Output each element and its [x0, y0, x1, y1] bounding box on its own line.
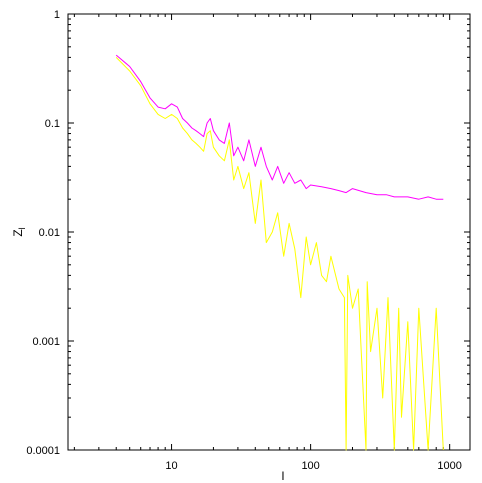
- y-tick-label: 0.01: [39, 227, 60, 239]
- x-tick-label: 1000: [437, 460, 461, 472]
- svg-text:Zl: Zl: [11, 227, 27, 236]
- x-axis-ticks: 10 100 1000: [73, 14, 462, 472]
- y-tick-label: 1: [54, 9, 60, 21]
- x-tick-label: 100: [301, 460, 319, 472]
- y-tick-label: 0.0001: [26, 445, 60, 457]
- y-tick-label: 0.001: [32, 336, 60, 348]
- plot-frame: [67, 13, 471, 451]
- y-tick-label: 0.1: [45, 118, 60, 130]
- y-axis-ticks: 1 0.1 0.01 0.001 0.0001: [26, 9, 470, 457]
- series-layer: [115, 54, 444, 451]
- series-line: [115, 57, 444, 451]
- x-axis-label: l: [282, 469, 285, 483]
- x-tick-label: 10: [165, 460, 177, 472]
- y-axis-label: Zl: [11, 227, 27, 236]
- series-line: [115, 54, 444, 200]
